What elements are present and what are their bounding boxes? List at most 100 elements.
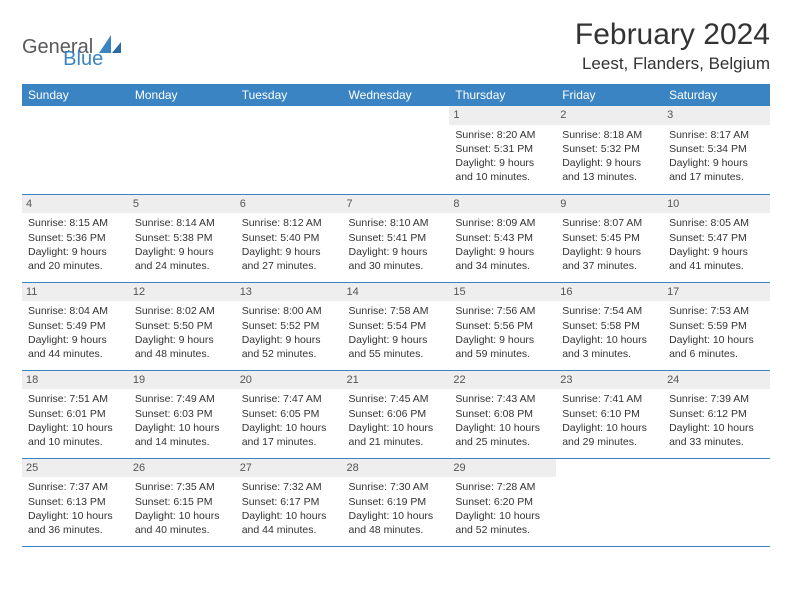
- daylight-text: Daylight: 10 hours and 29 minutes.: [562, 421, 657, 449]
- sunset-text: Sunset: 5:56 PM: [455, 319, 550, 333]
- day-number: 10: [663, 195, 770, 214]
- calendar-cell: 10Sunrise: 8:05 AMSunset: 5:47 PMDayligh…: [663, 194, 770, 282]
- calendar-cell: [129, 106, 236, 194]
- sunset-text: Sunset: 6:15 PM: [135, 495, 230, 509]
- sunrise-text: Sunrise: 8:14 AM: [135, 216, 230, 230]
- cell-body: Sunrise: 7:47 AMSunset: 6:05 PMDaylight:…: [240, 392, 339, 449]
- daylight-text: Daylight: 10 hours and 21 minutes.: [349, 421, 444, 449]
- sunset-text: Sunset: 5:50 PM: [135, 319, 230, 333]
- daylight-text: Daylight: 9 hours and 52 minutes.: [242, 333, 337, 361]
- day-number: 7: [343, 195, 450, 214]
- calendar-cell: 3Sunrise: 8:17 AMSunset: 5:34 PMDaylight…: [663, 106, 770, 194]
- sunset-text: Sunset: 6:08 PM: [455, 407, 550, 421]
- calendar-cell: 27Sunrise: 7:32 AMSunset: 6:17 PMDayligh…: [236, 458, 343, 546]
- calendar-cell: 14Sunrise: 7:58 AMSunset: 5:54 PMDayligh…: [343, 282, 450, 370]
- daylight-text: Daylight: 10 hours and 36 minutes.: [28, 509, 123, 537]
- sunset-text: Sunset: 6:03 PM: [135, 407, 230, 421]
- calendar-cell: [663, 458, 770, 546]
- day-number: 1: [449, 106, 556, 125]
- cell-body: Sunrise: 8:15 AMSunset: 5:36 PMDaylight:…: [26, 216, 125, 273]
- cell-body: Sunrise: 8:12 AMSunset: 5:40 PMDaylight:…: [240, 216, 339, 273]
- sunrise-text: Sunrise: 7:35 AM: [135, 480, 230, 494]
- day-number: 18: [22, 371, 129, 390]
- daylight-text: Daylight: 9 hours and 24 minutes.: [135, 245, 230, 273]
- calendar-cell: 29 Sunrise: 7:28 AMSunset: 6:20 PMDayligh…: [449, 458, 556, 546]
- calendar-cell: [343, 106, 450, 194]
- sunset-text: Sunset: 5:31 PM: [455, 142, 550, 156]
- daylight-text: Daylight: 10 hours and 6 minutes.: [669, 333, 764, 361]
- daylight-text: Daylight: 9 hours and 17 minutes.: [669, 156, 764, 184]
- calendar-cell: 5 Sunrise: 8:14 AMSunset: 5:38 PMDaylight…: [129, 194, 236, 282]
- sunrise-text: Sunrise: 7:30 AM: [349, 480, 444, 494]
- cell-body: Sunrise: 7:53 AMSunset: 5:59 PMDaylight:…: [667, 304, 766, 361]
- day-number: 28: [343, 459, 450, 478]
- day-number: 21: [343, 371, 450, 390]
- cell-body: Sunrise: 8:18 AMSunset: 5:32 PMDaylight:…: [560, 128, 659, 185]
- sunset-text: Sunset: 5:54 PM: [349, 319, 444, 333]
- sunset-text: Sunset: 5:52 PM: [242, 319, 337, 333]
- day-number: 6: [236, 195, 343, 214]
- calendar-week: 1Sunrise: 8:20 AMSunset: 5:31 PMDaylight…: [22, 106, 770, 194]
- calendar-cell: 28 Sunrise: 7:30 AMSunset: 6:19 PMDayligh…: [343, 458, 450, 546]
- daylight-text: Daylight: 9 hours and 59 minutes.: [455, 333, 550, 361]
- cell-body: Sunrise: 8:10 AMSunset: 5:41 PMDaylight:…: [347, 216, 446, 273]
- day-header: Tuesday: [236, 84, 343, 106]
- calendar-cell: 11Sunrise: 8:04 AMSunset: 5:49 PMDayligh…: [22, 282, 129, 370]
- daylight-text: Daylight: 9 hours and 44 minutes.: [28, 333, 123, 361]
- sunset-text: Sunset: 6:13 PM: [28, 495, 123, 509]
- day-number: 5: [129, 195, 236, 214]
- day-number: 27: [236, 459, 343, 478]
- sunrise-text: Sunrise: 8:10 AM: [349, 216, 444, 230]
- cell-body: Sunrise: 8:14 AMSunset: 5:38 PMDaylight:…: [133, 216, 232, 273]
- sunrise-text: Sunrise: 7:45 AM: [349, 392, 444, 406]
- calendar-cell: 4 Sunrise: 8:15 AMSunset: 5:36 PMDaylight…: [22, 194, 129, 282]
- day-header-row: Sunday Monday Tuesday Wednesday Thursday…: [22, 84, 770, 106]
- cell-body: Sunrise: 7:30 AMSunset: 6:19 PMDaylight:…: [347, 480, 446, 537]
- daylight-text: Daylight: 9 hours and 20 minutes.: [28, 245, 123, 273]
- calendar-cell: 18Sunrise: 7:51 AMSunset: 6:01 PMDayligh…: [22, 370, 129, 458]
- calendar-week: 4 Sunrise: 8:15 AMSunset: 5:36 PMDaylight…: [22, 194, 770, 282]
- sunrise-text: Sunrise: 7:58 AM: [349, 304, 444, 318]
- sunrise-text: Sunrise: 7:41 AM: [562, 392, 657, 406]
- calendar-cell: 6 Sunrise: 8:12 AMSunset: 5:40 PMDaylight…: [236, 194, 343, 282]
- day-number: 8: [449, 195, 556, 214]
- sunrise-text: Sunrise: 7:43 AM: [455, 392, 550, 406]
- calendar-cell: 9Sunrise: 8:07 AMSunset: 5:45 PMDaylight…: [556, 194, 663, 282]
- calendar-cell: [22, 106, 129, 194]
- calendar-week: 25Sunrise: 7:37 AMSunset: 6:13 PMDayligh…: [22, 458, 770, 546]
- daylight-text: Daylight: 10 hours and 17 minutes.: [242, 421, 337, 449]
- day-number: 14: [343, 283, 450, 302]
- calendar-cell: [556, 458, 663, 546]
- sunset-text: Sunset: 6:17 PM: [242, 495, 337, 509]
- sunset-text: Sunset: 5:40 PM: [242, 231, 337, 245]
- sunset-text: Sunset: 6:19 PM: [349, 495, 444, 509]
- day-number: 22: [449, 371, 556, 390]
- calendar-cell: 20 Sunrise: 7:47 AMSunset: 6:05 PMDayligh…: [236, 370, 343, 458]
- sunrise-text: Sunrise: 8:12 AM: [242, 216, 337, 230]
- header: General Blue February 2024 Leest, Flande…: [22, 18, 770, 74]
- day-number: 2: [556, 106, 663, 125]
- calendar-cell: 21Sunrise: 7:45 AMSunset: 6:06 PMDayligh…: [343, 370, 450, 458]
- daylight-text: Daylight: 10 hours and 40 minutes.: [135, 509, 230, 537]
- cell-body: Sunrise: 7:37 AMSunset: 6:13 PMDaylight:…: [26, 480, 125, 537]
- day-header: Friday: [556, 84, 663, 106]
- sunrise-text: Sunrise: 7:54 AM: [562, 304, 657, 318]
- calendar-body: 1Sunrise: 8:20 AMSunset: 5:31 PMDaylight…: [22, 106, 770, 546]
- calendar-week: 18Sunrise: 7:51 AMSunset: 6:01 PMDayligh…: [22, 370, 770, 458]
- day-header: Thursday: [449, 84, 556, 106]
- day-number: 3: [663, 106, 770, 125]
- daylight-text: Daylight: 9 hours and 27 minutes.: [242, 245, 337, 273]
- cell-body: Sunrise: 7:56 AMSunset: 5:56 PMDaylight:…: [453, 304, 552, 361]
- daylight-text: Daylight: 9 hours and 34 minutes.: [455, 245, 550, 273]
- sunrise-text: Sunrise: 8:07 AM: [562, 216, 657, 230]
- day-number: 11: [22, 283, 129, 302]
- sunrise-text: Sunrise: 7:47 AM: [242, 392, 337, 406]
- day-number: 4: [22, 195, 129, 214]
- sunset-text: Sunset: 5:34 PM: [669, 142, 764, 156]
- day-number: 20: [236, 371, 343, 390]
- sunrise-text: Sunrise: 7:37 AM: [28, 480, 123, 494]
- day-number: 29: [449, 459, 556, 478]
- cell-body: Sunrise: 7:28 AMSunset: 6:20 PMDaylight:…: [453, 480, 552, 537]
- cell-body: Sunrise: 8:00 AMSunset: 5:52 PMDaylight:…: [240, 304, 339, 361]
- sunrise-text: Sunrise: 8:05 AM: [669, 216, 764, 230]
